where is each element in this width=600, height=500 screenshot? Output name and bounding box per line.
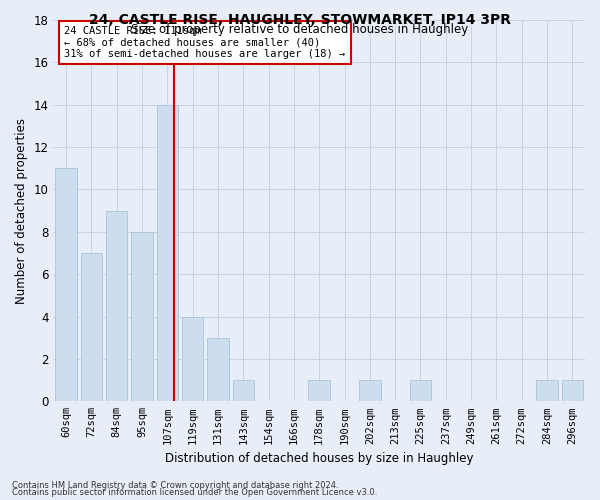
Text: Contains HM Land Registry data © Crown copyright and database right 2024.: Contains HM Land Registry data © Crown c… [12,480,338,490]
Bar [536,380,558,402]
Bar [233,380,254,402]
Bar [359,380,380,402]
Bar [308,380,330,402]
Bar [207,338,229,402]
Bar [131,232,153,402]
Text: 24 CASTLE RISE: 111sqm
← 68% of detached houses are smaller (40)
31% of semi-det: 24 CASTLE RISE: 111sqm ← 68% of detached… [64,26,345,59]
Bar [182,316,203,402]
Text: Contains public sector information licensed under the Open Government Licence v3: Contains public sector information licen… [12,488,377,497]
Bar [562,380,583,402]
Text: 24, CASTLE RISE, HAUGHLEY, STOWMARKET, IP14 3PR: 24, CASTLE RISE, HAUGHLEY, STOWMARKET, I… [89,12,511,26]
Text: Size of property relative to detached houses in Haughley: Size of property relative to detached ho… [131,22,469,36]
Bar [410,380,431,402]
Bar [80,253,102,402]
Bar [106,210,127,402]
X-axis label: Distribution of detached houses by size in Haughley: Distribution of detached houses by size … [165,452,473,465]
Y-axis label: Number of detached properties: Number of detached properties [15,118,28,304]
Bar [55,168,77,402]
Bar [157,104,178,402]
